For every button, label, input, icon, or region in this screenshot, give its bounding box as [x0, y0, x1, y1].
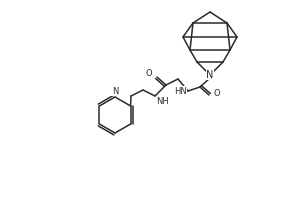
Text: N: N — [206, 70, 214, 80]
Text: O: O — [214, 90, 220, 98]
Text: HN: HN — [174, 86, 187, 96]
Text: N: N — [112, 87, 118, 96]
Text: NH: NH — [156, 97, 169, 106]
Text: O: O — [146, 70, 152, 78]
